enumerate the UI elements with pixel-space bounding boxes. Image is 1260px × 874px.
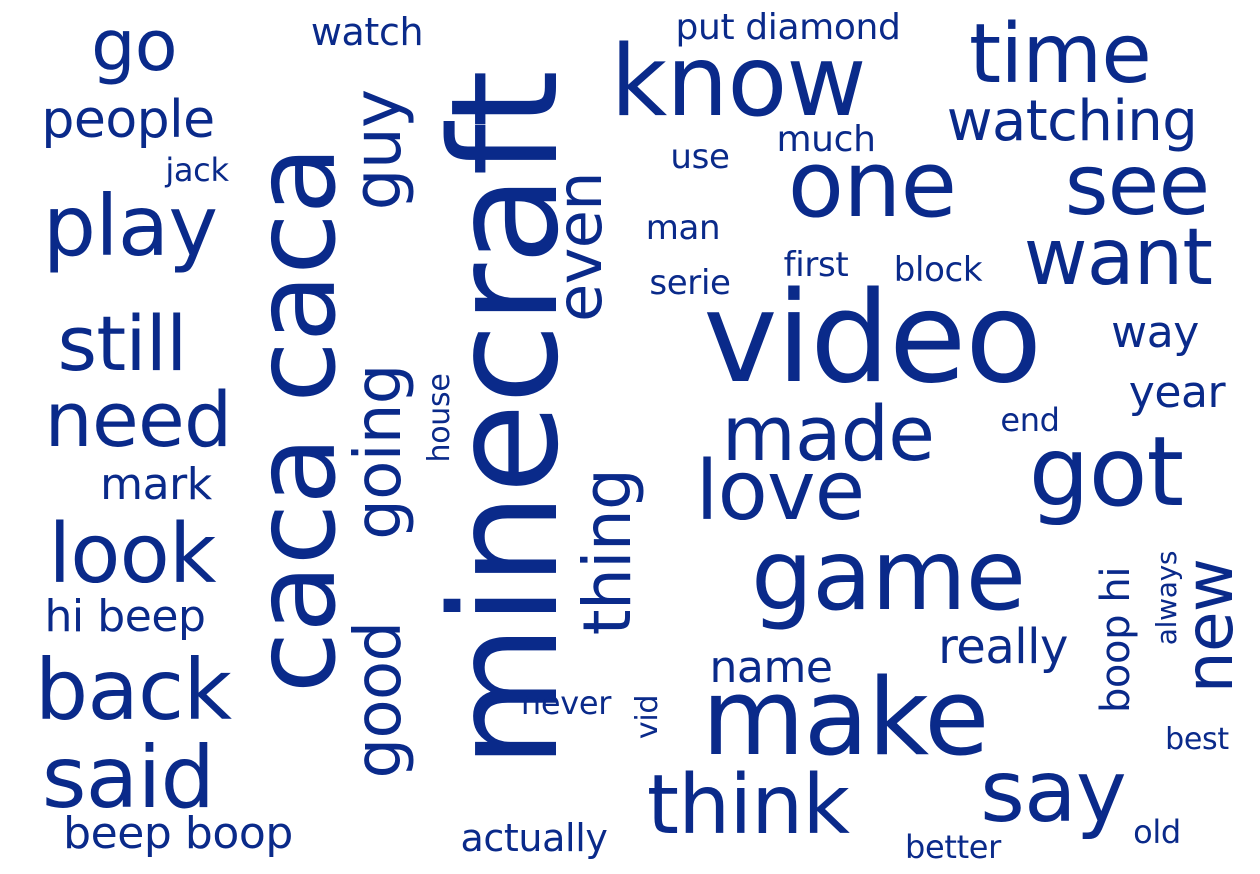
word: watching xyxy=(946,89,1198,154)
word: going xyxy=(342,364,416,540)
word: jack xyxy=(165,151,229,189)
word: best xyxy=(1165,722,1229,757)
word: one xyxy=(787,131,957,238)
word: see xyxy=(1064,136,1210,234)
word: think xyxy=(646,758,850,853)
word: actually xyxy=(460,816,608,860)
word: caca caca xyxy=(231,146,361,694)
word: old xyxy=(1133,813,1181,851)
word: still xyxy=(57,299,188,388)
word: make xyxy=(701,656,990,779)
word: put diamond xyxy=(675,7,901,48)
word: way xyxy=(1111,307,1199,358)
word: use xyxy=(670,137,730,177)
word: know xyxy=(610,25,866,139)
word: good xyxy=(342,621,416,779)
word: mark xyxy=(100,459,212,510)
word: house xyxy=(422,373,457,463)
word: name xyxy=(709,642,833,693)
word: serie xyxy=(649,263,731,303)
word: man xyxy=(645,208,721,248)
word: look xyxy=(48,507,216,602)
word: go xyxy=(91,5,178,87)
word: thing xyxy=(569,468,646,636)
word: always xyxy=(1150,550,1183,646)
word: guy xyxy=(339,89,416,211)
word: year xyxy=(1128,367,1226,418)
word: end xyxy=(1000,401,1060,439)
word: hi beep xyxy=(44,591,206,642)
word: video xyxy=(703,264,1042,411)
word: vid xyxy=(630,694,665,740)
word: beep boop xyxy=(63,808,293,859)
word: back xyxy=(34,641,232,739)
word: time xyxy=(969,7,1152,102)
word: better xyxy=(904,828,1002,866)
word: block xyxy=(893,250,983,290)
word: play xyxy=(42,177,218,275)
word: new xyxy=(1171,558,1248,694)
word: need xyxy=(44,375,233,464)
word: made xyxy=(721,389,935,478)
word: boop hi xyxy=(1093,566,1139,714)
word: really xyxy=(938,619,1068,675)
word: say xyxy=(980,742,1127,842)
word: first xyxy=(783,245,849,285)
word: never xyxy=(520,684,612,722)
word: people xyxy=(41,90,215,150)
word: love xyxy=(695,444,865,539)
word: got xyxy=(1028,416,1184,528)
word: said xyxy=(41,728,215,828)
word: even xyxy=(543,172,616,322)
word: watch xyxy=(310,10,424,54)
word: game xyxy=(750,519,1026,633)
word: much xyxy=(776,119,876,160)
word: want xyxy=(1023,213,1213,303)
